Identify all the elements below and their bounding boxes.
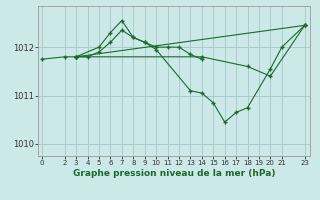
X-axis label: Graphe pression niveau de la mer (hPa): Graphe pression niveau de la mer (hPa) [73, 169, 276, 178]
